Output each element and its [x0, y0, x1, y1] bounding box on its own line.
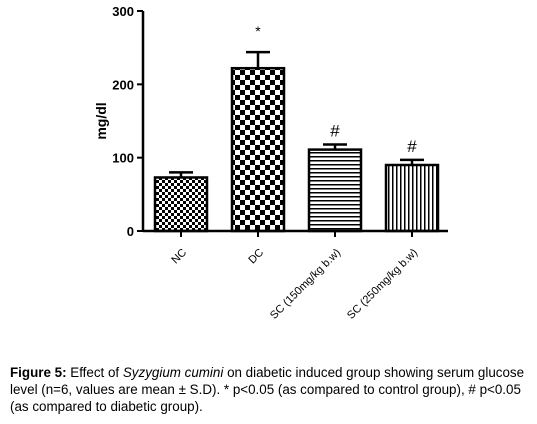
y-tick-label: 100: [112, 151, 134, 166]
y-tick-label: 0: [127, 224, 134, 239]
significance-marker: #: [330, 121, 340, 140]
species-name: Syzygium cumini: [122, 365, 224, 380]
bar: [230, 66, 286, 233]
caption-text-after: on diabetic induced group showing serum …: [10, 365, 525, 414]
bar: [307, 148, 363, 233]
y-tick-label: 200: [112, 77, 134, 92]
bar-chart: * # # 0 100 200 300 NC DC SC (150mg/kg b.w) SC (…: [93, 4, 448, 322]
y-tick-label: 300: [112, 4, 134, 19]
x-category-label: NC: [169, 247, 189, 267]
caption-text-before: Effect of: [66, 365, 123, 380]
x-category-label: SC (250mg/kg b.w): [345, 247, 420, 322]
figure-label: Figure 5:: [10, 365, 67, 380]
bar: [384, 163, 440, 233]
significance-marker: *: [255, 23, 261, 39]
figure-caption: Figure 5: Effect of Syzygium cumini on d…: [10, 364, 532, 415]
x-category-label: SC (150mg/kg b.w): [268, 247, 343, 322]
significance-marker: #: [407, 137, 417, 156]
y-axis-title: mg/dl: [93, 102, 109, 139]
bar: [153, 176, 209, 233]
x-category-label: DC: [246, 247, 266, 267]
